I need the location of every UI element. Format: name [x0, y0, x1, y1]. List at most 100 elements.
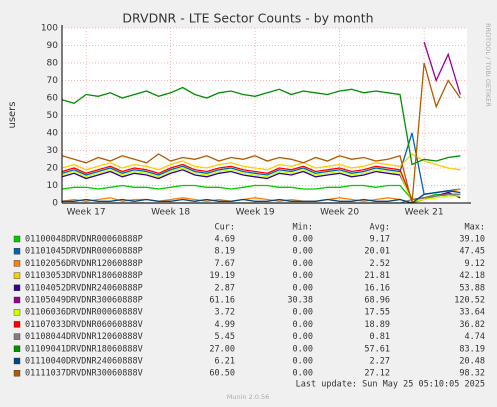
legend-value: 8.19: [215, 247, 235, 257]
legend-value: 0.00: [293, 344, 313, 354]
legend-value: 2.87: [215, 283, 235, 293]
y-tick-label: 10: [47, 181, 59, 191]
series-line: [61, 62, 461, 204]
legend-swatch: [13, 345, 21, 352]
series-line: [61, 184, 461, 201]
y-tick-label: 70: [47, 76, 59, 86]
legend-value: 18.89: [364, 320, 390, 330]
legend-label: 01102056DRVDNR12060888P: [25, 259, 143, 269]
series-line: [62, 190, 461, 204]
legend-value: 0.81: [370, 332, 390, 342]
legend-value: 39.10: [459, 235, 485, 245]
chart-title: DRVDNR - LTE Sector Counts - by month: [122, 11, 373, 26]
series-line: [61, 153, 461, 171]
legend-label: 01109041DRVDNR18060888V: [25, 344, 143, 354]
legend-label: 01111037DRVDNR30060888V: [25, 369, 143, 379]
legend-value: 0.00: [293, 247, 313, 257]
series-line: [423, 41, 461, 95]
legend-value: 42.18: [459, 271, 485, 281]
legend-value: 2.52: [370, 259, 390, 269]
legend-value: 53.88: [459, 283, 485, 293]
x-tick-label: Week 20: [320, 208, 359, 218]
legend-value: 0.00: [293, 332, 313, 342]
legend-value: 0.00: [293, 357, 313, 367]
legend-header: Max:: [465, 223, 485, 233]
legend-value: 98.32: [459, 369, 485, 379]
legend-value: 4.74: [465, 332, 485, 342]
legend-value: 20.01: [364, 247, 390, 257]
legend-header: Cur:: [215, 223, 235, 233]
y-tick-label: 90: [47, 41, 59, 51]
y-tick-label: 0: [52, 199, 58, 209]
y-tick-label: 60: [47, 94, 59, 104]
series-line: [61, 86, 461, 166]
x-tick-label: Week 21: [405, 208, 444, 218]
last-update: Last update: Sun May 25 05:10:05 2025: [296, 380, 485, 390]
legend-value: 60.50: [209, 369, 235, 379]
legend-header: Avg:: [370, 223, 390, 233]
y-tick-label: 80: [47, 59, 59, 69]
legend-label: 01106036DRVDNR00060888V: [25, 308, 143, 318]
legend-swatch: [13, 235, 21, 243]
legend-value: 21.81: [364, 271, 390, 281]
legend-swatch: [13, 321, 21, 328]
legend-value: 16.16: [364, 283, 390, 293]
legend-value: 120.52: [454, 296, 485, 306]
legend-swatch: [13, 333, 21, 340]
legend-label: 01108044DRVDNR12060888V: [25, 332, 143, 342]
legend-value: 0.00: [293, 308, 313, 318]
legend-value: 33.64: [459, 308, 485, 318]
series-line: [61, 169, 461, 201]
legend-label: 01103053DRVDNR18060888P: [25, 271, 143, 281]
y-tick-label: 50: [47, 111, 59, 121]
legend-value: 0.00: [293, 271, 313, 281]
legend-value: 36.82: [459, 320, 485, 330]
legend-value: 17.55: [364, 308, 390, 318]
legend-label: 01107033DRVDNR06060888V: [25, 320, 143, 330]
legend-value: 61.16: [209, 296, 235, 306]
legend-swatch: [13, 284, 21, 291]
legend-value: 0.00: [293, 320, 313, 330]
legend-value: 3.72: [215, 308, 235, 318]
legend-value: 27.00: [209, 344, 235, 354]
x-tick-label: Week 17: [67, 208, 106, 218]
legend-value: 0.00: [293, 235, 313, 245]
legend-swatch: [13, 272, 21, 279]
legend-swatch: [13, 370, 21, 377]
y-tick-label: 20: [47, 164, 59, 174]
legend-value: 0.00: [293, 259, 313, 269]
legend-value: 6.21: [215, 357, 235, 367]
legend-swatch: [13, 247, 21, 255]
legend-label: 01104052DRVDNR24060888P: [25, 283, 143, 293]
y-axis-label: users: [7, 101, 18, 128]
legend-header: Min:: [293, 223, 313, 233]
side-label: RRDTOOL / TOBI OETIKER: [484, 23, 492, 107]
legend-value: 30.38: [287, 296, 313, 306]
legend-value: 2.27: [370, 357, 390, 367]
legend-swatch: [13, 260, 21, 267]
x-tick-label: Week 18: [151, 208, 190, 218]
series-line: [61, 167, 461, 203]
legend-swatch: [13, 357, 21, 365]
x-tick-label: Week 19: [236, 208, 275, 218]
legend-value: 5.45: [215, 332, 235, 342]
legend-label: 01100048DRVDNR00060888P: [25, 235, 143, 245]
legend-label: 01101045DRVDNR00060888P: [25, 247, 143, 257]
y-tick-label: 100: [41, 24, 58, 34]
legend-value: 4.69: [215, 235, 235, 245]
series-line: [61, 132, 461, 196]
legend-value: 9.12: [465, 259, 485, 269]
legend-label: 01110040DRVDNR24060888V: [25, 357, 143, 367]
legend-value: 19.19: [209, 271, 235, 281]
legend-value: 9.17: [370, 235, 390, 245]
legend-value: 27.12: [364, 369, 390, 379]
legend-label: 01105049DRVDNR30060888P: [25, 296, 143, 306]
legend-value: 0.00: [293, 283, 313, 293]
legend-swatch: [13, 309, 21, 316]
y-tick-label: 30: [47, 146, 59, 156]
legend-value: 68.96: [364, 296, 390, 306]
legend-value: 7.67: [215, 259, 235, 269]
series-line: [61, 163, 461, 201]
legend-value: 57.61: [364, 344, 390, 354]
